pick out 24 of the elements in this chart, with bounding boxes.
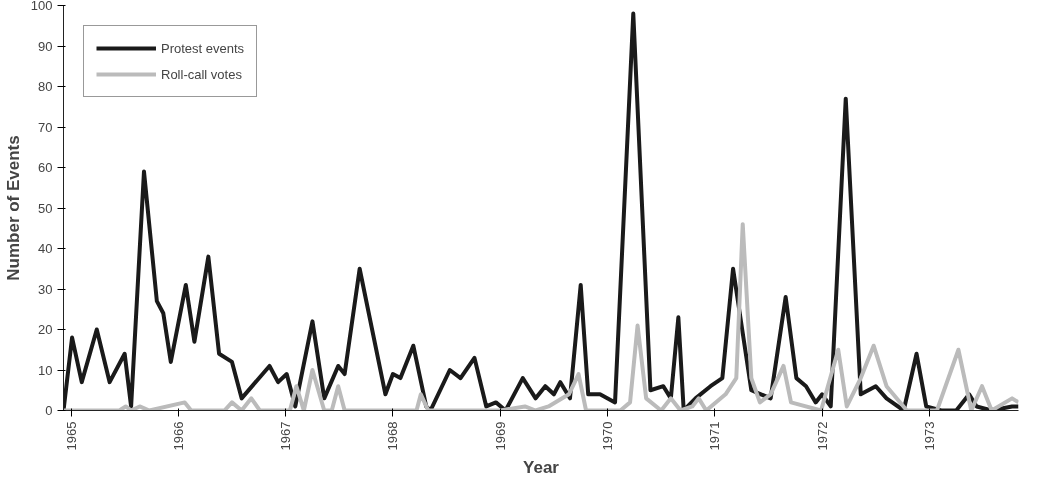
legend-label: Roll-call votes [161, 66, 242, 82]
x-tick-label: 1966 [170, 421, 186, 451]
x-tick-label: 1972 [814, 421, 830, 451]
y-tick-label: 0 [45, 403, 53, 418]
y-tick-label: 60 [38, 160, 53, 175]
x-tick-label: 1973 [921, 421, 937, 451]
y-tick-label: 30 [38, 281, 53, 297]
x-tick-label: 1970 [600, 421, 616, 451]
y-tick-label: 80 [38, 79, 53, 94]
y-tick-label: 90 [38, 38, 53, 54]
y-tick-label: 70 [38, 119, 53, 135]
y-tick-label: 50 [38, 200, 53, 216]
y-tick-label: 100 [30, 0, 53, 13]
x-tick-label: 1971 [707, 421, 723, 451]
x-axis-title: Year [523, 458, 560, 478]
x-tick-label: 1965 [63, 421, 79, 451]
x-tick-label: 1967 [278, 421, 294, 451]
y-axis-title: Number of Events [3, 135, 23, 281]
legend-label: Protest events [161, 40, 245, 56]
y-tick-label: 20 [38, 322, 53, 337]
y-tick-label: 10 [38, 362, 53, 378]
x-tick-label: 1968 [385, 421, 401, 451]
x-tick-label: 1969 [492, 421, 508, 451]
y-tick-label: 40 [38, 241, 53, 256]
